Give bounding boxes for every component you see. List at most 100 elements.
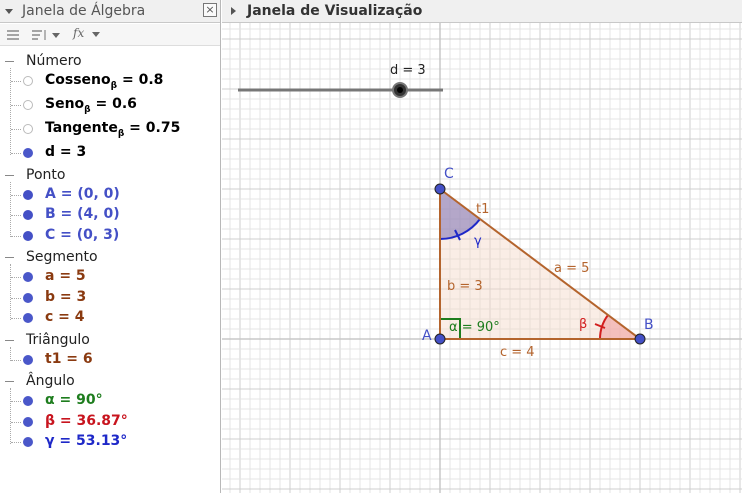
point-c[interactable] <box>434 183 446 195</box>
visibility-toggle-icon[interactable] <box>23 189 33 200</box>
collapse-minus-icon[interactable] <box>5 257 14 258</box>
graphics-canvas[interactable]: d = 3 A B C t1 a = 5 b = 3 c = 4 α = 90°… <box>222 23 742 493</box>
angle-beta-sector[interactable] <box>600 315 640 339</box>
visibility-toggle-icon[interactable] <box>23 124 33 134</box>
category-label: Segmento <box>26 249 98 265</box>
point-a[interactable] <box>434 333 446 345</box>
list-item[interactable]: A = (0, 0) <box>0 184 220 206</box>
visibility-toggle-icon[interactable] <box>23 292 33 303</box>
list-item[interactable]: Tangenteβ = 0.75 <box>0 118 220 140</box>
visibility-toggle-icon[interactable] <box>23 396 33 406</box>
tree-connector <box>11 442 21 443</box>
visibility-toggle-icon[interactable] <box>23 76 33 86</box>
segment-a-label: a = 5 <box>554 261 589 276</box>
graphics-view: Janela de Visualização d = 3 A B C t1 a … <box>222 0 742 493</box>
point-a-label: A <box>422 328 432 344</box>
visibility-toggle-icon[interactable] <box>23 100 33 110</box>
segment-a[interactable] <box>439 188 641 340</box>
tree-connector <box>11 359 21 361</box>
visibility-toggle-icon[interactable] <box>23 230 33 241</box>
list-item[interactable]: a = 5 <box>0 266 220 288</box>
collapse-minus-icon[interactable] <box>5 381 14 382</box>
tree-connector <box>11 194 21 196</box>
object-value: = 0.6 <box>90 96 137 112</box>
tree-connector <box>10 346 11 361</box>
expand-triangle-icon[interactable] <box>231 7 236 15</box>
angle-gamma-sector[interactable] <box>440 189 480 239</box>
sort-by-icon[interactable] <box>30 28 64 42</box>
visibility-toggle-icon[interactable] <box>23 354 33 365</box>
category-label: Número <box>26 53 82 69</box>
slider-handle-center <box>397 87 403 93</box>
angle-beta-tick <box>594 323 606 329</box>
list-item[interactable]: t1 = 6 <box>0 349 220 371</box>
object-text: Tangente <box>45 120 118 136</box>
close-icon[interactable]: × <box>203 3 217 17</box>
input-help-button[interactable]: fx <box>73 26 85 40</box>
tree-connector <box>11 105 21 106</box>
tree-connector <box>11 277 21 278</box>
object-label: b = 3 <box>45 289 86 305</box>
tree-connector <box>11 421 21 423</box>
point-b[interactable] <box>634 333 646 345</box>
auxiliary-objects-icon[interactable] <box>6 29 20 41</box>
list-item[interactable]: c = 4 <box>0 307 220 329</box>
object-label: t1 = 6 <box>45 351 93 367</box>
object-label: C = (0, 3) <box>45 227 119 243</box>
object-subscript: β <box>110 80 118 91</box>
object-value: = 0.75 <box>124 120 181 136</box>
chevron-down-icon[interactable] <box>91 32 101 38</box>
tree-connector <box>11 81 21 82</box>
angle-gamma-arc <box>439 218 481 240</box>
list-item[interactable]: B = (4, 0) <box>0 204 220 226</box>
tree-connector <box>11 401 21 402</box>
segment-c-label: c = 4 <box>500 345 535 360</box>
tree-connector <box>10 388 11 444</box>
list-item[interactable]: d = 3 <box>0 142 220 164</box>
tree-connector <box>11 129 21 130</box>
graphics-title: Janela de Visualização <box>247 3 423 19</box>
object-text: d = 3 <box>45 144 87 160</box>
list-item[interactable]: b = 3 <box>0 287 220 309</box>
category-label: Ângulo <box>26 373 75 389</box>
angle-beta-label: β <box>579 317 587 332</box>
object-text: Cosseno <box>45 72 111 88</box>
collapse-minus-icon[interactable] <box>5 339 14 341</box>
object-value: = 0.8 <box>117 72 164 88</box>
object-label: Senoβ = 0.6 <box>45 96 137 115</box>
graphics-title-bar: Janela de Visualização <box>222 0 742 23</box>
list-item[interactable]: β = 36.87° <box>0 411 220 433</box>
object-label: a = 5 <box>45 268 86 284</box>
triangle-t1-label: t1 <box>476 202 489 217</box>
list-item[interactable]: α = 90° <box>0 390 220 412</box>
visibility-toggle-icon[interactable] <box>23 437 33 447</box>
object-text: c = 4 <box>45 309 85 325</box>
visibility-toggle-icon[interactable] <box>23 416 33 427</box>
object-label: d = 3 <box>45 144 86 160</box>
visibility-toggle-icon[interactable] <box>23 272 33 282</box>
algebra-title: Janela de Álgebra <box>22 3 146 19</box>
object-text: A = (0, 0) <box>45 185 120 202</box>
tree-connector <box>10 68 11 155</box>
collapse-minus-icon[interactable] <box>5 174 14 176</box>
list-item[interactable]: Senoβ = 0.6 <box>0 94 220 116</box>
visibility-toggle-icon[interactable] <box>23 210 33 220</box>
object-text: α = 90° <box>45 392 103 408</box>
point-c-label: C <box>444 166 454 182</box>
collapse-triangle-icon[interactable] <box>5 9 13 14</box>
object-text: Seno <box>45 96 85 112</box>
list-item[interactable]: C = (0, 3) <box>0 225 220 247</box>
object-label: β = 36.87° <box>45 413 128 429</box>
object-label: A = (0, 0) <box>45 186 120 202</box>
list-item[interactable]: Cossenoβ = 0.8 <box>0 70 220 92</box>
object-label: γ = 53.13° <box>45 433 127 449</box>
list-item[interactable]: γ = 53.13° <box>0 431 220 453</box>
angle-gamma-label: γ <box>474 234 482 249</box>
visibility-toggle-icon[interactable] <box>23 148 33 158</box>
angle-alpha-label: α = 90° <box>449 320 500 335</box>
object-label: B = (4, 0) <box>45 206 120 222</box>
object-label: α = 90° <box>45 392 103 408</box>
visibility-toggle-icon[interactable] <box>23 313 33 323</box>
tree-connector <box>11 318 21 319</box>
collapse-minus-icon[interactable] <box>5 61 14 62</box>
